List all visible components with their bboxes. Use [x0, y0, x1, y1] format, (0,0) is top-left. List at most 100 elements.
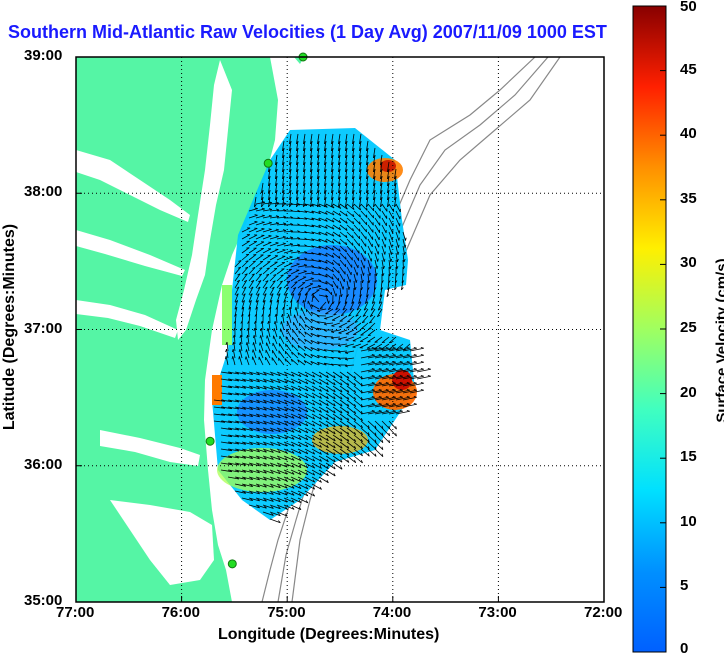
velocity-arrow	[324, 322, 334, 325]
velocity-arrow-head	[257, 379, 260, 383]
velocity-arrow	[360, 427, 370, 436]
velocity-arrow	[310, 346, 320, 352]
velocity-arrow	[290, 420, 302, 427]
colorbar-tick-label: 15	[680, 448, 697, 466]
velocity-arrow-head	[317, 285, 321, 287]
velocity-arrow-head	[284, 485, 288, 489]
velocity-arrow-head	[238, 260, 242, 262]
velocity-arrow	[304, 360, 313, 366]
velocity-arrow-head	[368, 280, 371, 284]
velocity-arrow	[381, 420, 390, 430]
velocity-arrow	[262, 248, 272, 254]
velocity-arrow	[416, 375, 431, 380]
velocity-arrow	[353, 406, 363, 415]
velocity-arrow-head	[358, 235, 361, 239]
velocity-arrow	[338, 329, 348, 334]
velocity-arrow	[290, 257, 300, 261]
velocity-arrow	[374, 403, 389, 408]
velocity-arrow	[278, 350, 285, 359]
velocity-arrow-head	[284, 457, 288, 461]
velocity-arrow	[303, 300, 306, 310]
velocity-arrow	[262, 455, 274, 460]
velocity-arrow-head	[261, 214, 265, 217]
velocity-arrow-head	[312, 437, 316, 441]
velocity-arrow	[255, 293, 260, 303]
velocity-arrow-head	[289, 249, 293, 252]
velocity-arrow	[311, 378, 322, 385]
velocity-arrow-head	[332, 212, 335, 216]
velocity-arrow-head	[312, 493, 316, 497]
velocity-arrow-head	[399, 381, 403, 384]
velocity-arrow-head	[277, 293, 281, 296]
velocity-arrow	[311, 427, 322, 434]
velocity-arrow	[409, 389, 424, 394]
velocity-arrow-head	[312, 381, 316, 385]
velocity-arrow	[276, 255, 286, 261]
velocity-arrow	[233, 334, 236, 345]
velocity-arrow	[325, 413, 336, 421]
velocity-arrow-head	[371, 409, 375, 412]
velocity-arrow-head	[278, 492, 281, 496]
velocity-arrow-head	[224, 356, 227, 360]
velocity-arrow-head	[284, 429, 288, 433]
velocity-arrow	[317, 182, 320, 193]
velocity-arrow-head	[312, 486, 316, 490]
velocity-arrow	[262, 371, 274, 376]
colorbar-tick-label: 45	[680, 60, 697, 78]
velocity-arrow	[332, 385, 343, 393]
velocity-arrow	[262, 434, 274, 439]
velocity-arrow	[325, 273, 334, 280]
velocity-arrow-head	[305, 479, 309, 483]
velocity-arrow	[401, 280, 404, 290]
velocity-arrow-head	[355, 314, 359, 317]
velocity-arrow-head	[247, 313, 251, 317]
velocity-arrow	[227, 399, 239, 403]
velocity-arrow	[282, 196, 285, 207]
velocity-arrow	[220, 406, 232, 410]
velocity-arrow-head	[238, 356, 240, 360]
velocity-arrow	[290, 251, 300, 254]
velocity-arrow	[395, 259, 398, 270]
velocity-arrow-head	[283, 215, 287, 218]
velocity-arrow	[297, 385, 309, 392]
velocity-arrow	[318, 217, 328, 222]
velocity-arrow-head	[284, 422, 288, 426]
velocity-arrow	[394, 280, 397, 290]
velocity-arrow	[290, 385, 302, 392]
velocity-arrow	[367, 266, 371, 276]
velocity-arrow-head	[340, 403, 343, 407]
velocity-arrow	[346, 266, 352, 276]
velocity-arrow	[262, 420, 274, 425]
velocity-arrow	[409, 368, 424, 373]
velocity-arrow-head	[250, 393, 253, 396]
velocity-arrow-head	[305, 486, 309, 490]
velocity-arrow-head	[392, 360, 396, 363]
velocity-arrow-head	[354, 452, 357, 456]
velocity-arrow	[220, 448, 232, 452]
velocity-arrow-head	[406, 402, 410, 405]
velocity-arrow-head	[392, 395, 396, 398]
velocity-arrow-head	[377, 314, 381, 318]
velocity-arrow	[276, 371, 288, 377]
velocity-arrow-head	[361, 321, 366, 324]
velocity-arrow-head	[298, 457, 302, 461]
velocity-arrow	[379, 287, 383, 297]
velocity-arrow	[409, 347, 424, 352]
velocity-arrow	[240, 335, 243, 345]
velocity-arrow	[289, 154, 292, 165]
velocity-arrow	[388, 396, 403, 401]
velocity-arrow	[380, 161, 383, 172]
velocity-arrow	[227, 469, 239, 473]
velocity-arrow-head	[318, 252, 322, 256]
velocity-arrow	[353, 322, 362, 329]
velocity-arrow-head	[318, 239, 321, 242]
velocity-arrow	[353, 385, 363, 394]
velocity-arrow-head	[278, 457, 281, 461]
velocity-arrow-head	[392, 374, 396, 377]
velocity-arrow	[276, 262, 286, 268]
velocity-arrow-head	[264, 372, 267, 376]
velocity-arrow	[303, 182, 306, 193]
velocity-arrow	[339, 392, 350, 400]
velocity-arrow-head	[326, 437, 329, 441]
velocity-arrow	[275, 182, 278, 193]
